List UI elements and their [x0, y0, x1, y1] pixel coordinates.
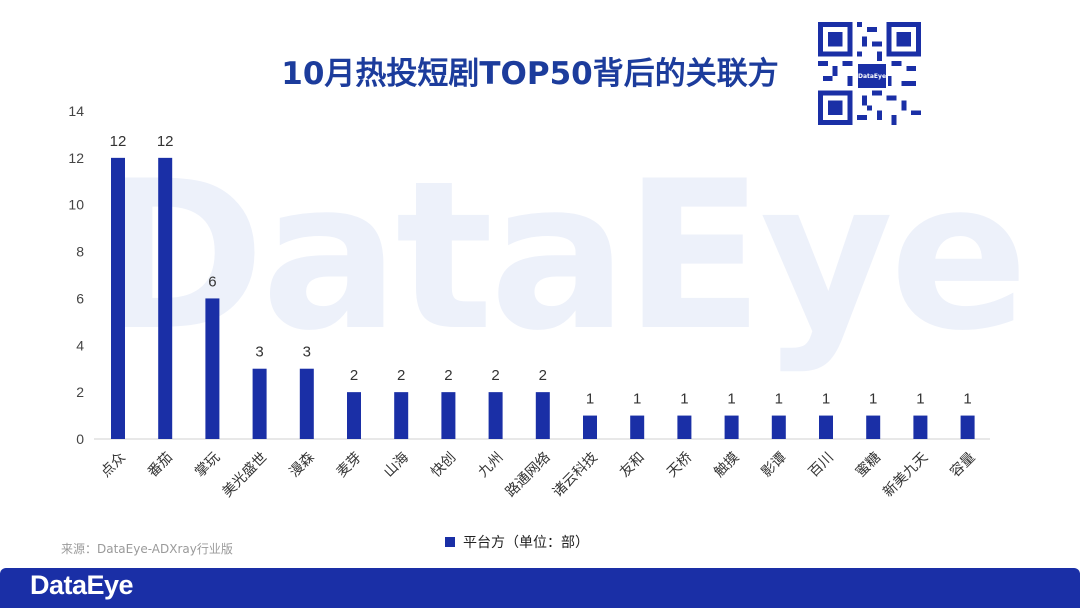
y-tick-label: 6	[76, 290, 84, 306]
watermark-text: DataEye	[95, 138, 1029, 376]
bar-chart: 0246810121412点众12番茄6掌玩3美光盛世3漫森2麦芽2山海2快创2…	[68, 103, 990, 501]
bar	[347, 392, 361, 439]
bar	[819, 415, 833, 439]
category-label: 容量	[947, 449, 979, 481]
data-label: 1	[822, 391, 830, 408]
data-label: 2	[350, 367, 358, 384]
bar	[960, 415, 975, 439]
bar	[913, 415, 928, 439]
bar	[488, 392, 503, 439]
bar	[111, 157, 125, 439]
category-label: 诸云科技	[550, 450, 601, 501]
category-label: 百川	[806, 450, 837, 481]
category-label: 掌玩	[192, 450, 223, 481]
category-label: 漫森	[287, 450, 318, 481]
category-label: 点众	[98, 450, 129, 481]
legend-label: 平台方（单位：部）	[463, 535, 589, 551]
data-label: 2	[539, 367, 547, 384]
bar	[441, 392, 456, 439]
bar	[158, 157, 173, 439]
category-label: 番茄	[144, 449, 176, 481]
bar	[771, 415, 786, 439]
bar	[630, 415, 645, 439]
data-label: 2	[491, 367, 499, 384]
qr-code: DataEye	[818, 22, 921, 125]
category-label: 九州	[475, 450, 506, 481]
chart-title: 10月热投短剧TOP50背后的关联方	[281, 56, 779, 92]
bar	[299, 368, 314, 439]
category-label: 快创	[428, 450, 459, 481]
data-label: 1	[680, 391, 688, 408]
data-label: 12	[110, 133, 127, 150]
category-label: 触摸	[711, 450, 742, 481]
data-label: 1	[586, 391, 594, 408]
category-label: 麦芽	[334, 450, 365, 481]
category-label: 美光盛世	[220, 450, 271, 501]
footer-logo: DataEye	[30, 570, 134, 600]
qr-badge: DataEye	[856, 62, 888, 90]
bar	[866, 415, 881, 439]
bar	[535, 392, 550, 439]
y-tick-label: 0	[76, 431, 84, 447]
data-label: 1	[963, 391, 971, 408]
y-tick-label: 2	[76, 384, 84, 400]
bar	[583, 415, 597, 439]
data-label: 6	[208, 273, 216, 290]
y-tick-label: 10	[68, 197, 84, 213]
category-label: 蜜糖	[853, 450, 884, 481]
bar	[677, 415, 692, 439]
y-tick-label: 8	[76, 244, 84, 260]
category-label: 山海	[381, 450, 412, 481]
bar	[724, 415, 739, 439]
data-label: 1	[869, 391, 877, 408]
data-label: 3	[255, 344, 263, 361]
category-label: 友和	[617, 450, 648, 481]
data-label: 3	[303, 344, 311, 361]
source-note: 来源：DataEye-ADXray行业版	[61, 542, 233, 556]
y-tick-label: 14	[68, 103, 84, 119]
data-label: 2	[444, 367, 452, 384]
y-tick-label: 4	[76, 337, 84, 353]
category-label: 新美九天	[880, 450, 931, 501]
data-label: 1	[727, 391, 735, 408]
data-label: 2	[397, 367, 405, 384]
bar	[252, 368, 267, 439]
data-label: 1	[633, 391, 641, 408]
bar	[205, 298, 220, 439]
bar	[394, 392, 409, 439]
data-label: 12	[157, 133, 174, 150]
legend: 平台方（单位：部）	[445, 532, 589, 552]
data-label: 1	[775, 391, 783, 408]
data-label: 1	[916, 391, 924, 408]
qr-code-icon	[818, 22, 921, 125]
y-tick-label: 12	[68, 150, 84, 166]
category-label: 路通网络	[503, 450, 554, 501]
legend-swatch	[445, 537, 455, 547]
category-label: 天桥	[664, 450, 695, 481]
footer-bar: DataEye	[0, 568, 1080, 608]
category-label: 影谭	[759, 450, 790, 481]
